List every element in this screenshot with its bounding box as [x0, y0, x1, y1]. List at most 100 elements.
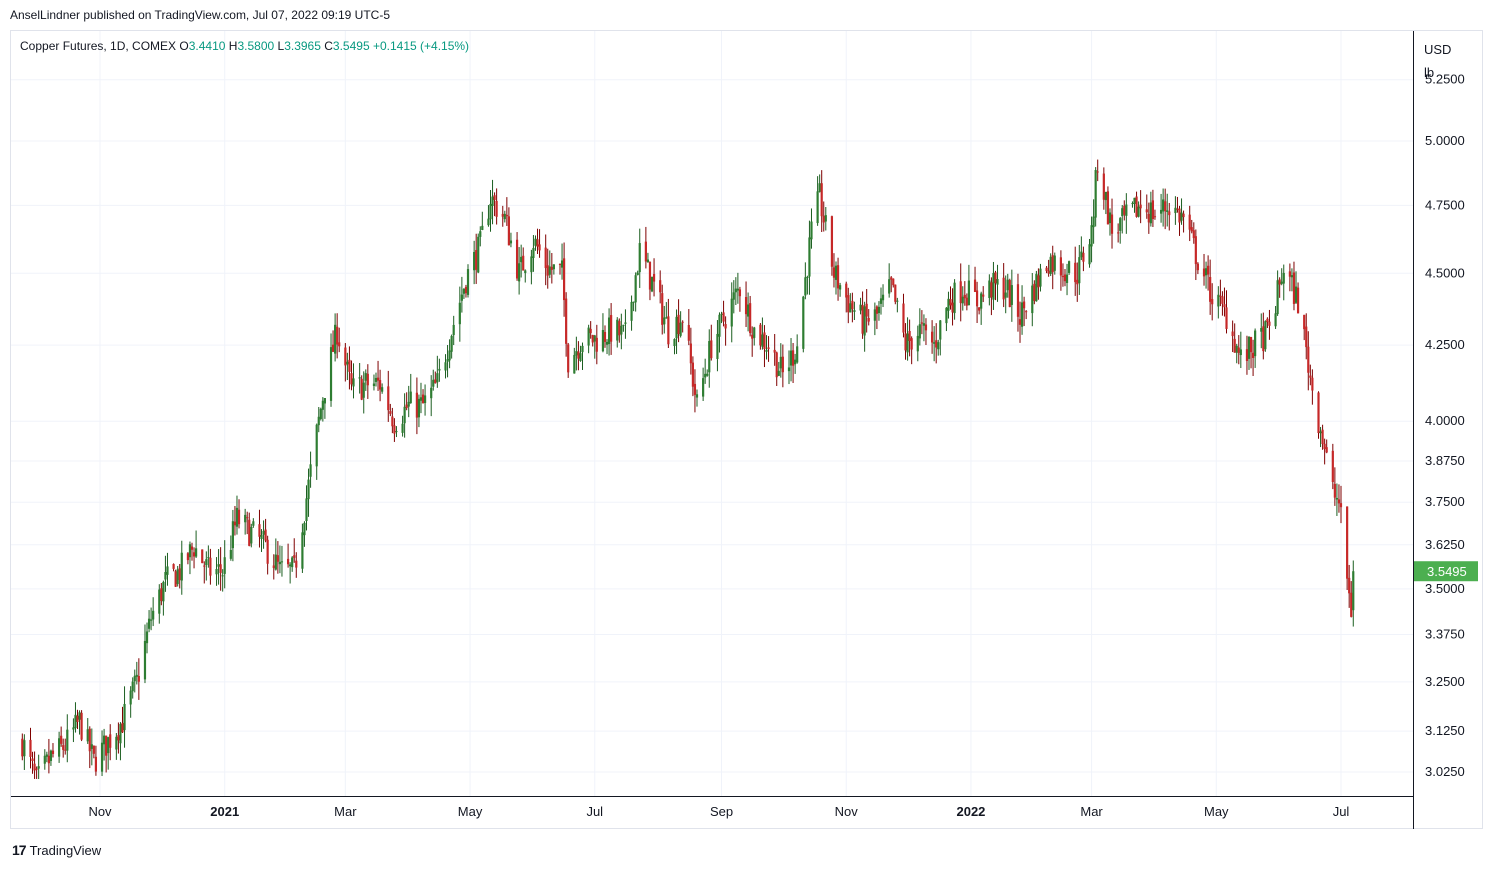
candle-up: [988, 280, 991, 299]
candle-down: [33, 763, 36, 771]
candle-up: [1119, 218, 1122, 231]
candle-down: [190, 546, 194, 550]
candle-down: [295, 560, 298, 568]
time-tick-label: Nov: [88, 804, 112, 819]
candle-up: [732, 292, 735, 300]
candle-up: [804, 277, 807, 296]
candle-down: [1221, 296, 1224, 304]
candle-down: [1037, 275, 1040, 288]
candle-down: [186, 553, 190, 561]
candle-up: [1125, 204, 1128, 216]
price-axis-currency[interactable]: USD lb: [1424, 38, 1451, 84]
candle-up: [164, 572, 167, 580]
candle-down: [60, 735, 63, 744]
candle-up: [417, 398, 421, 418]
candle-up: [789, 350, 793, 366]
price-tick-label: 4.7500: [1425, 197, 1465, 212]
candle-up: [720, 313, 723, 315]
candle-down: [1321, 429, 1324, 445]
change-value: +0.1415 (+4.15%): [372, 39, 470, 53]
candle-down: [160, 588, 163, 601]
ohlc-values: O3.4410 H3.5800 L3.3965 C3.5495: [179, 39, 373, 53]
candle-up: [491, 196, 494, 206]
price-tick-label: 3.0250: [1425, 764, 1465, 779]
candle-up: [1094, 169, 1097, 218]
candle-down: [1278, 279, 1281, 285]
candle-up: [460, 294, 463, 301]
candle-down: [861, 305, 864, 334]
tradingview-brand[interactable]: 17 TradingView: [12, 842, 101, 858]
candle-up: [787, 367, 791, 372]
candle-up: [381, 387, 384, 392]
price-axis-labels: 3.0250 3.1250 3.2500 3.3750 3.5000 3.6250 3.75…: [1425, 72, 1465, 779]
candle-up: [487, 218, 490, 226]
candle-down: [344, 347, 347, 366]
time-tick-label: Jul: [1333, 804, 1350, 819]
candle-down: [908, 331, 911, 341]
candle-up: [1090, 225, 1093, 247]
candle-down: [1292, 272, 1296, 304]
candle-down: [1348, 577, 1351, 594]
candle-up: [863, 306, 866, 336]
candle-down: [1045, 267, 1048, 272]
candle-down: [421, 394, 425, 404]
candle-up: [309, 464, 312, 477]
price-tick-label: 5.2500: [1425, 72, 1465, 87]
candle-up: [1282, 272, 1285, 284]
candle-up: [303, 522, 306, 536]
candle-up: [403, 406, 406, 424]
candle-up: [646, 259, 650, 263]
time-tick-label: May: [1204, 804, 1229, 819]
candle-up: [524, 270, 527, 274]
candle-down: [710, 340, 713, 359]
candle-down: [851, 300, 854, 310]
candle-up: [702, 378, 705, 397]
tradingview-logo-icon: 17: [12, 842, 27, 858]
candle-up: [217, 564, 220, 567]
candle-down: [391, 416, 394, 427]
candle-up: [346, 361, 349, 365]
candle-up: [37, 766, 40, 769]
candle-down: [293, 555, 296, 558]
candle-up: [1264, 321, 1267, 350]
candle-down: [1211, 299, 1214, 305]
candle-up: [802, 296, 805, 349]
candle-down: [1266, 318, 1269, 323]
candle-down: [405, 404, 408, 409]
close-value: 3.5495: [332, 39, 370, 53]
candle-up: [839, 285, 842, 290]
candle-down: [558, 263, 562, 265]
candle-up: [918, 324, 921, 339]
candle-up: [188, 544, 192, 558]
candle-down: [1002, 277, 1005, 300]
candle-up: [1290, 275, 1294, 278]
candle-down: [415, 392, 418, 418]
candle-up: [1080, 251, 1083, 258]
candle-up: [888, 279, 891, 294]
candle-down: [1337, 499, 1341, 504]
candle-down: [137, 675, 140, 682]
candle-up: [673, 339, 676, 347]
candle-up: [479, 231, 482, 237]
chart-grid: [11, 31, 1413, 796]
candle-up: [466, 269, 470, 295]
candle-up: [100, 742, 104, 772]
candle-down: [1303, 314, 1306, 330]
candle-up: [448, 350, 451, 361]
candle-down: [434, 379, 437, 384]
candle-up: [509, 240, 513, 244]
candle-up: [650, 276, 654, 292]
candle-up: [1335, 497, 1339, 500]
candle-down: [1350, 592, 1353, 617]
candle-up: [552, 264, 555, 270]
candle-up: [307, 479, 310, 500]
candle-down: [1307, 346, 1310, 373]
candle-up: [922, 323, 926, 326]
candle-up: [1049, 256, 1052, 274]
candle-down: [276, 555, 279, 562]
candle-down: [338, 342, 341, 347]
candle-up: [291, 557, 294, 568]
candle-down: [62, 745, 65, 750]
candle-up: [947, 298, 950, 311]
